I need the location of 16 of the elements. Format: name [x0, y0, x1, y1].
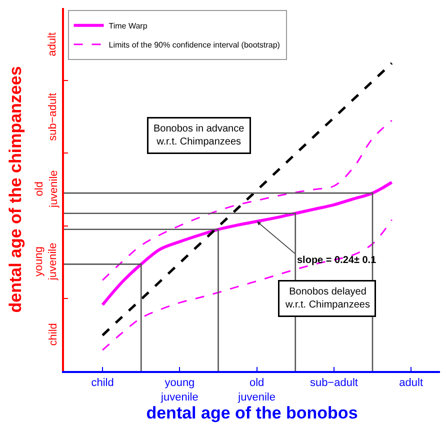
- y-axis-title: dental age of the chimpanzees: [6, 66, 26, 313]
- annotation: Bonobos in advance w.r.t. Chimpanzees: [154, 124, 245, 148]
- x-tick-label: child: [91, 377, 114, 390]
- x-axis-title: dental age of the bonobos: [146, 404, 358, 422]
- text: young juvenile: [32, 242, 60, 282]
- x-tick-label: young juvenile: [160, 377, 198, 404]
- x-tick-label: sub−adult: [310, 377, 358, 390]
- text: old juvenile: [34, 170, 60, 208]
- x-tick-label: adult: [399, 377, 424, 390]
- text: sub−adult: [47, 92, 60, 141]
- text: child: [47, 323, 60, 346]
- text: adult: [46, 32, 59, 56]
- annotation: Bonobos delayed w.r.t. Chimpanzees: [284, 286, 370, 310]
- x-tick-label: old juvenile: [237, 377, 276, 404]
- legend-label: Time Warp: [108, 21, 148, 30]
- legend-label: Limits of the 90% confidence interval (bootstrap): [108, 40, 280, 50]
